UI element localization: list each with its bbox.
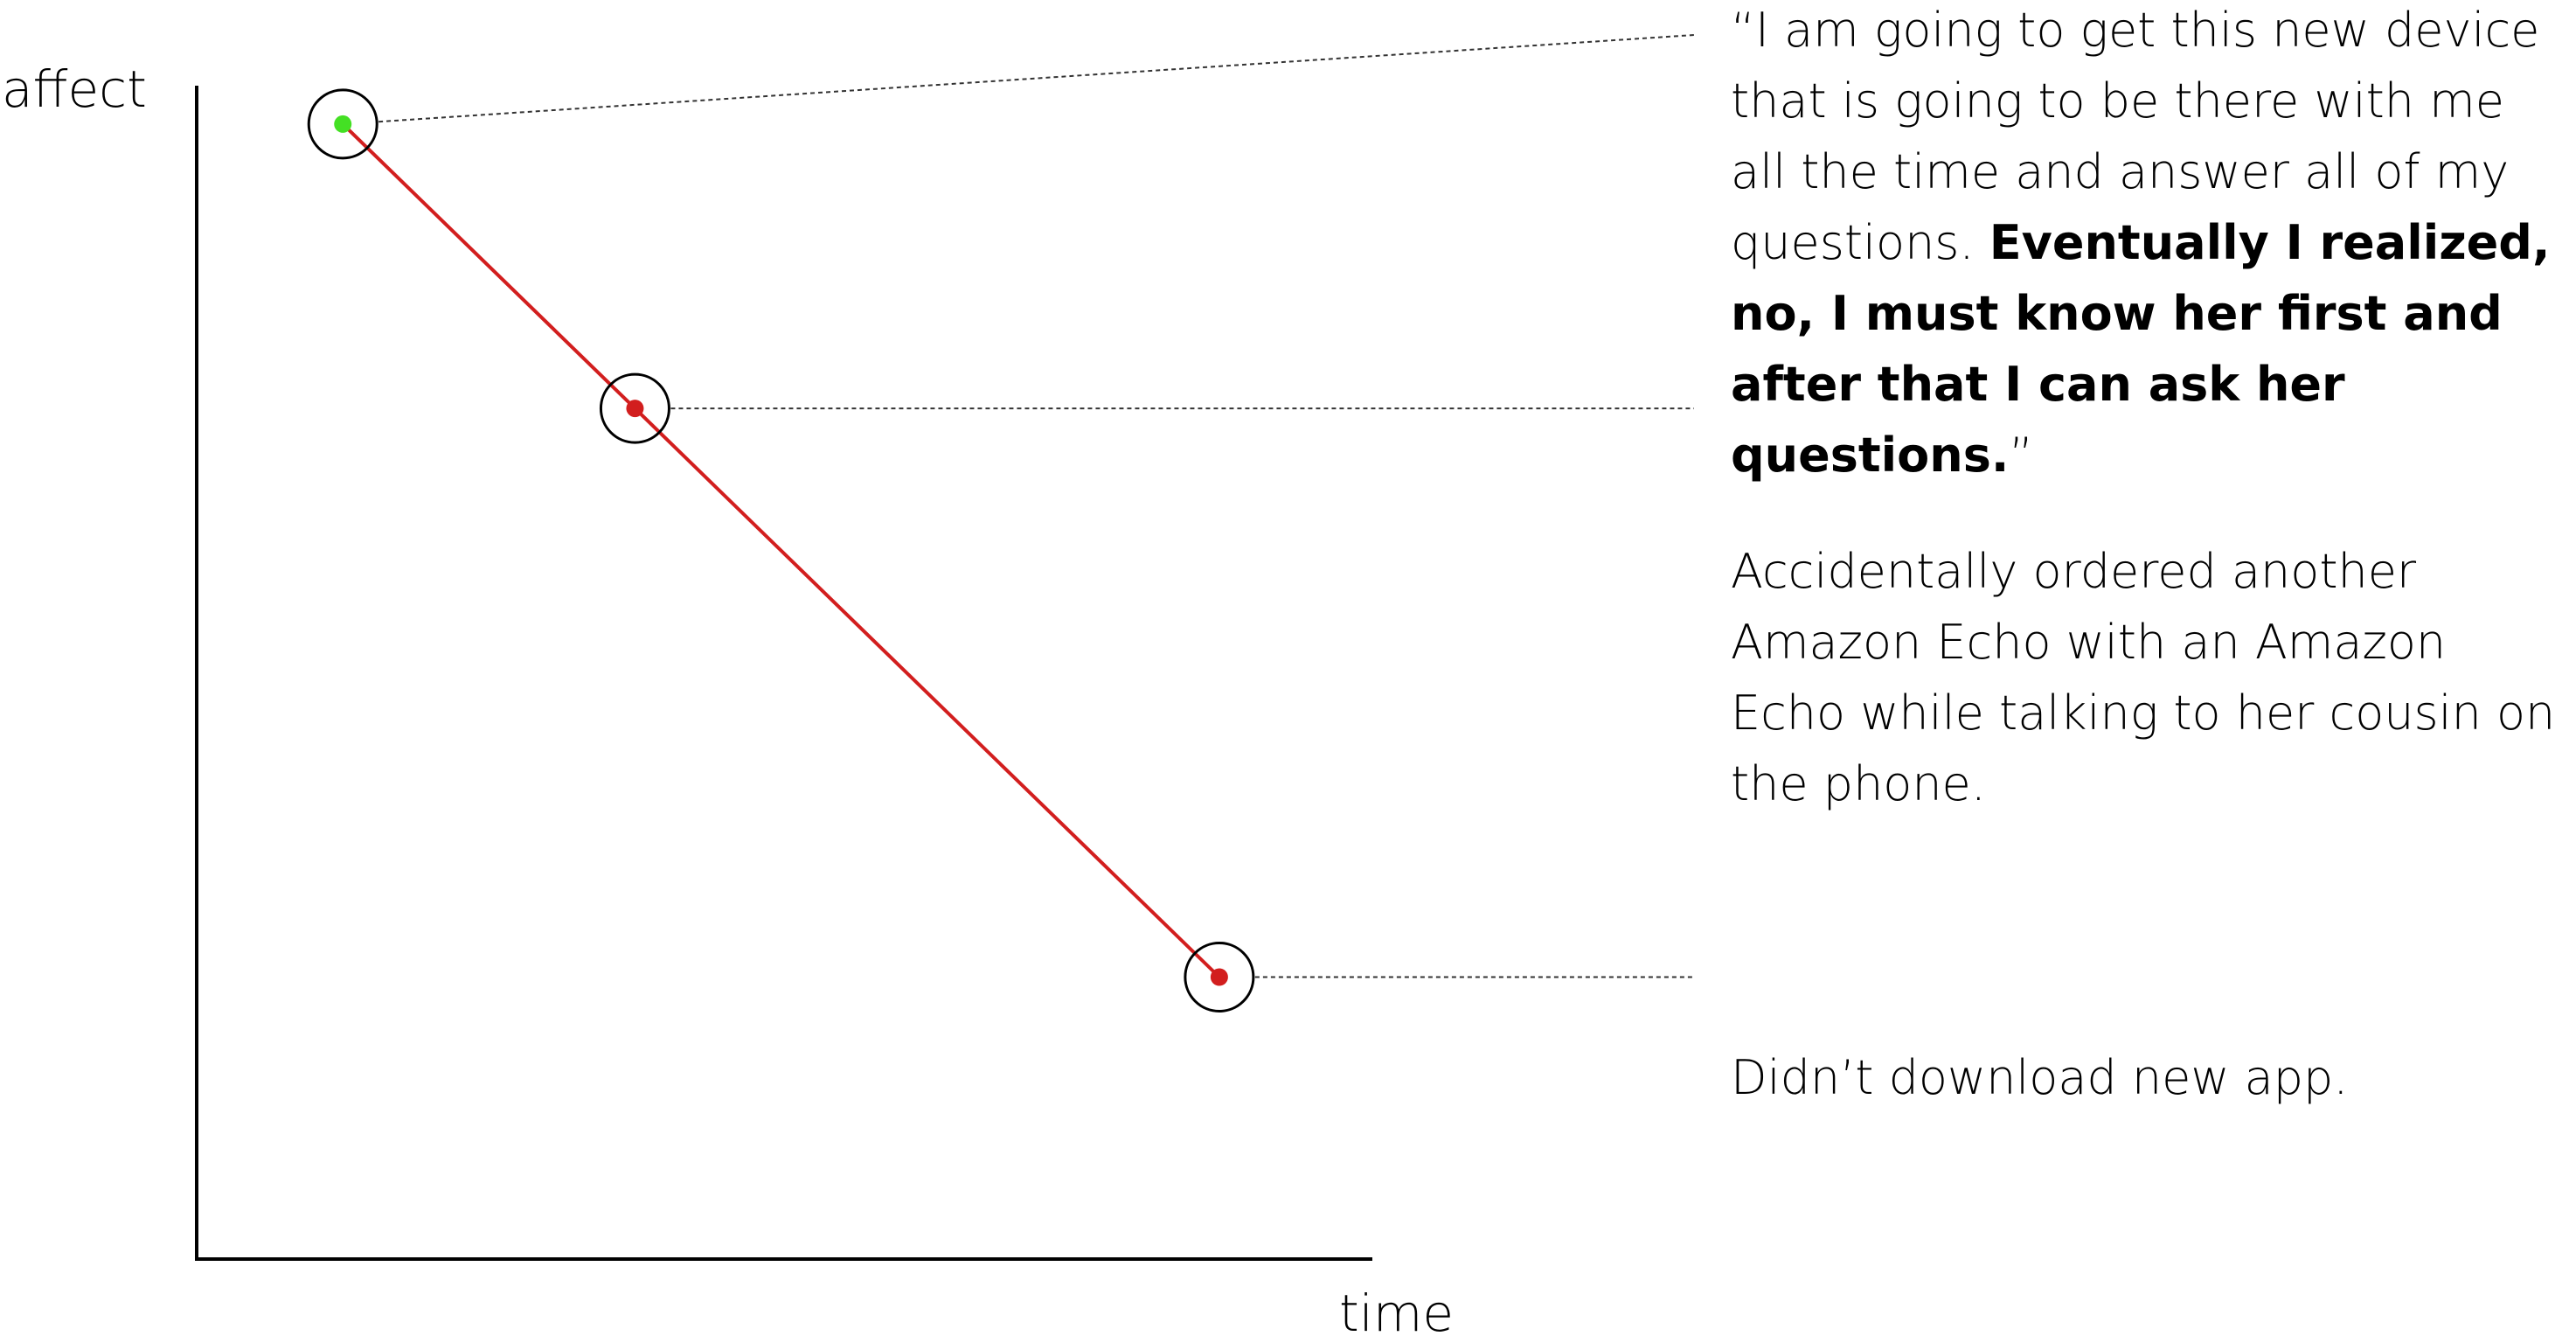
x-axis-label: time: [1339, 1284, 1455, 1343]
annotation-leader-line: [378, 34, 1695, 123]
point-marker-ring: [599, 372, 670, 444]
annotation-quote-bold-text: Eventually I realized, no, I must know h…: [1731, 215, 2551, 483]
series-line-segment: [341, 122, 636, 410]
data-point: [1210, 968, 1228, 986]
point-marker-ring: [1184, 942, 1255, 1012]
data-point: [626, 400, 644, 418]
point-marker-ring: [307, 88, 378, 160]
annotation-app: Didn’t download new app.: [1731, 1050, 2349, 1105]
data-point: [334, 115, 352, 133]
annotation-echo-order: Accidentally ordered another Amazon Echo…: [1731, 544, 2556, 811]
annotation-quote: “I am going to get this new device that …: [1731, 0, 2570, 491]
annotation-quote-text: “I am going to get this new device that …: [1731, 3, 2540, 270]
annotation-quote-close: ”: [2009, 428, 2034, 483]
series-line-segment: [634, 407, 1221, 978]
y-axis-label: affect: [2, 59, 147, 119]
